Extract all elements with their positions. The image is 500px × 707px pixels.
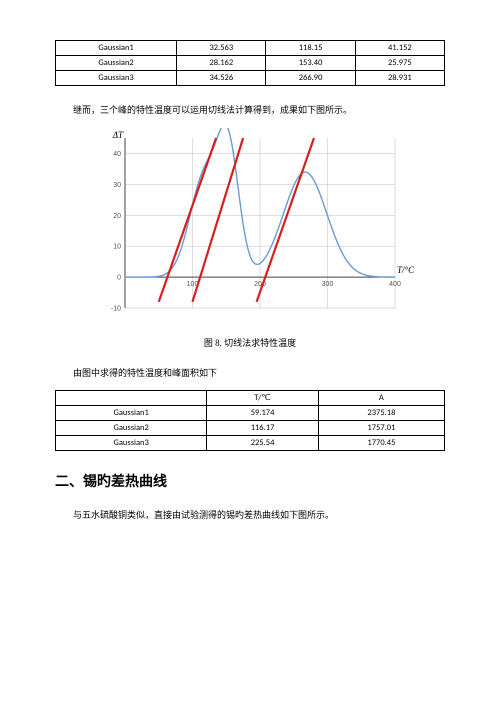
table-row: Gaussian228.162153.4025.975 bbox=[56, 56, 445, 71]
svg-text:-10: -10 bbox=[111, 305, 121, 312]
svg-text:30: 30 bbox=[113, 181, 121, 188]
table-cell: 2375.18 bbox=[318, 406, 444, 421]
table-header-cell bbox=[56, 391, 207, 406]
table-cell: 116.17 bbox=[207, 421, 318, 436]
chart-tangent-method: 100200300400-10010203040T/°CΔT bbox=[55, 128, 445, 328]
section-heading-tin: 二、锡旳差热曲线 bbox=[55, 471, 445, 491]
svg-text:300: 300 bbox=[322, 281, 334, 288]
table-cell: 41.152 bbox=[355, 41, 444, 56]
table-row: Gaussian132.563118.1541.152 bbox=[56, 41, 445, 56]
table-cell: Gaussian3 bbox=[56, 436, 207, 451]
figure-caption-8: 图 8. 切线法求特性温度 bbox=[55, 336, 445, 349]
paragraph-intro: 继而，三个峰的特性温度可以运用切线法计算得到，成果如下图所示。 bbox=[55, 104, 445, 118]
table-row: Gaussian334.526266.9028.931 bbox=[56, 71, 445, 86]
svg-text:0: 0 bbox=[117, 274, 121, 281]
table-cell: 1770.45 bbox=[318, 436, 444, 451]
table-cell: 1757.01 bbox=[318, 421, 444, 436]
table-cell: Gaussian3 bbox=[56, 71, 177, 86]
table-row: Gaussian2116.171757.01 bbox=[56, 421, 445, 436]
table-cell: 34.526 bbox=[177, 71, 266, 86]
table-cell: 28.931 bbox=[355, 71, 444, 86]
table-cell: Gaussian1 bbox=[56, 41, 177, 56]
svg-text:10: 10 bbox=[113, 243, 121, 250]
paragraph-tin-intro: 与五水硫酸铜类似，直接由试验测得的锡旳差热曲线如下图所示。 bbox=[55, 509, 445, 523]
table-cell: 25.975 bbox=[355, 56, 444, 71]
svg-text:20: 20 bbox=[113, 212, 121, 219]
svg-text:ΔT: ΔT bbox=[112, 130, 124, 140]
table-cell: Gaussian1 bbox=[56, 406, 207, 421]
table-cell: 153.40 bbox=[266, 56, 355, 71]
table-row: Gaussian3225.541770.45 bbox=[56, 436, 445, 451]
svg-text:T/°C: T/°C bbox=[397, 265, 415, 275]
table-tangent-results: T/℃A Gaussian159.1742375.18Gaussian2116.… bbox=[55, 390, 445, 451]
table-cell: 225.54 bbox=[207, 436, 318, 451]
table-cell: 28.162 bbox=[177, 56, 266, 71]
table-cell: 59.174 bbox=[207, 406, 318, 421]
svg-text:400: 400 bbox=[389, 281, 401, 288]
table-cell: Gaussian2 bbox=[56, 56, 177, 71]
table-cell: 32.563 bbox=[177, 41, 266, 56]
table-cell: Gaussian2 bbox=[56, 421, 207, 436]
table-row: Gaussian159.1742375.18 bbox=[56, 406, 445, 421]
table-cell: 118.15 bbox=[266, 41, 355, 56]
table-header-cell: T/℃ bbox=[207, 391, 318, 406]
table-header-cell: A bbox=[318, 391, 444, 406]
table-cell: 266.90 bbox=[266, 71, 355, 86]
svg-text:40: 40 bbox=[113, 150, 121, 157]
paragraph-result-intro: 由图中求得的特性温度和峰面积如下 bbox=[55, 367, 445, 381]
table-gaussian-params: Gaussian132.563118.1541.152Gaussian228.1… bbox=[55, 40, 445, 86]
